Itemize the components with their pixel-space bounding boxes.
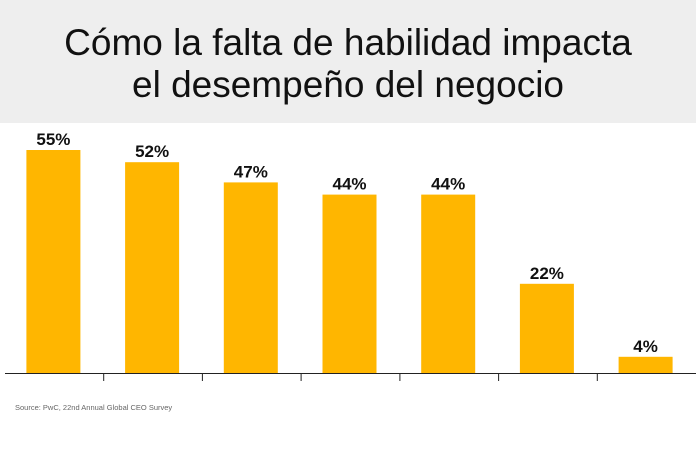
bar-5 xyxy=(421,194,476,373)
source-note: Source: PwC, 22nd Annual Global CEO Surv… xyxy=(15,403,173,412)
chart-title-line-2: el desempeño del negocio xyxy=(132,64,564,105)
bar-6 xyxy=(519,283,574,373)
bar-3 xyxy=(223,182,278,373)
data-label-1: 55% xyxy=(36,130,70,149)
bar-2 xyxy=(125,162,180,373)
bar-1 xyxy=(26,150,81,373)
bar-chart: 55% 52% 47% 44% 44% 22% 4% xyxy=(5,130,696,381)
bar-4 xyxy=(322,194,377,373)
bar-7 xyxy=(618,356,673,373)
data-label-3: 47% xyxy=(234,162,268,181)
data-label-2: 52% xyxy=(135,142,169,161)
data-label-7: 4% xyxy=(633,337,658,356)
data-label-6: 22% xyxy=(530,264,564,283)
title-band: Cómo la falta de habilidad impacta el de… xyxy=(0,0,696,123)
data-label-4: 44% xyxy=(332,175,366,194)
chart-title-line-1: Cómo la falta de habilidad impacta xyxy=(64,22,632,63)
data-label-5: 44% xyxy=(431,175,465,194)
